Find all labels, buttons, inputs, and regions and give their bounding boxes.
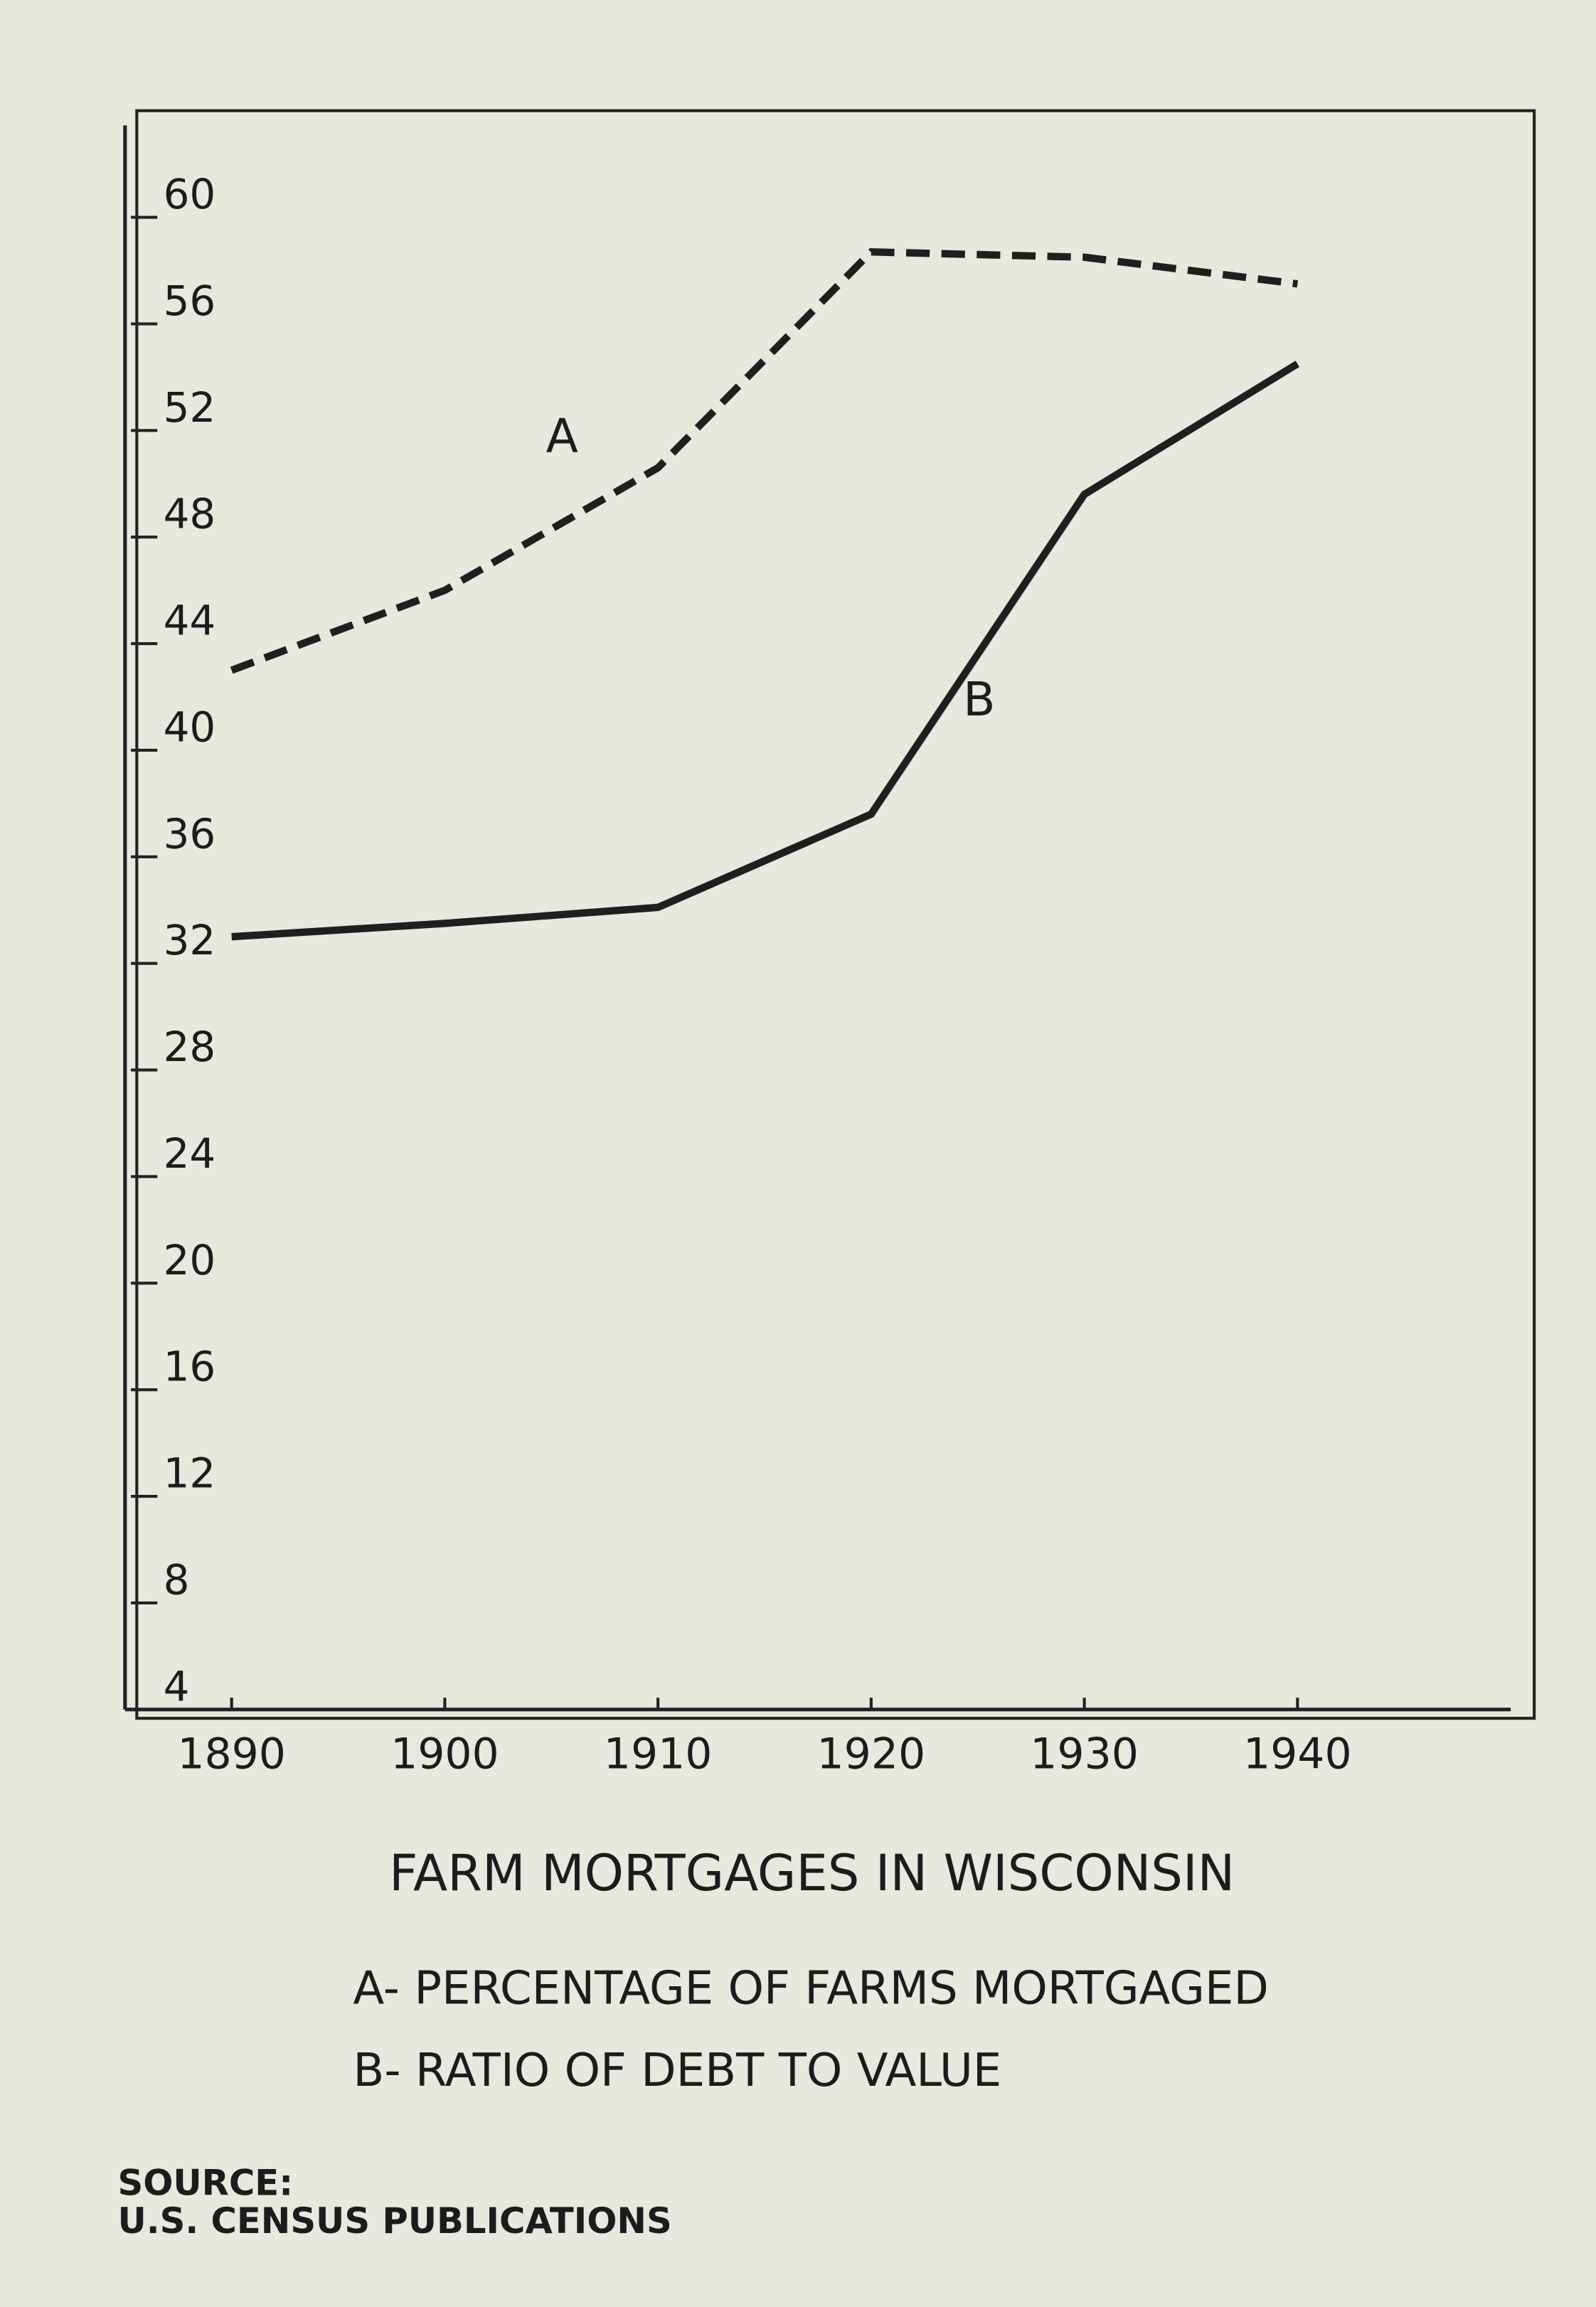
x-tick-label: 1910 <box>604 1730 713 1779</box>
source-label: SOURCE: <box>117 2162 293 2203</box>
y-tick-label: 48 <box>164 490 216 538</box>
series-line <box>231 361 1300 941</box>
series-label: B <box>963 672 995 727</box>
y-tick-label: 44 <box>164 597 216 645</box>
y-tick-label: 24 <box>164 1129 216 1178</box>
y-tick-label: 28 <box>164 1023 216 1071</box>
legend-entry: B- RATIO OF DEBT TO VALUE <box>353 2044 1001 2097</box>
y-tick-label: 32 <box>164 916 216 964</box>
x-tick-label: 1890 <box>177 1730 286 1779</box>
y-tick-label: 40 <box>164 703 216 751</box>
x-tick-label: 1920 <box>817 1730 926 1779</box>
legend-entry: A- PERCENTAGE OF FARMS MORTGAGED <box>353 1961 1268 2015</box>
chart-title: FARM MORTGAGES IN WISCONSIN <box>389 1844 1235 1902</box>
x-tick-label: 1900 <box>390 1730 499 1779</box>
x-tick-label: 1930 <box>1030 1730 1139 1779</box>
series-line <box>230 248 1298 674</box>
y-tick-label: 20 <box>164 1236 216 1284</box>
x-tick-label: 1940 <box>1243 1730 1352 1779</box>
source-text: U.S. CENSUS PUBLICATIONS <box>117 2200 671 2242</box>
plot-frame <box>135 109 1536 1720</box>
y-tick-label: 12 <box>164 1449 216 1498</box>
y-tick-label: 8 <box>164 1555 190 1604</box>
series-label: A <box>546 409 578 464</box>
y-tick-label: 4 <box>164 1662 190 1710</box>
y-tick-label: 16 <box>164 1343 216 1391</box>
y-tick-label: 36 <box>164 809 216 858</box>
y-tick-label: 56 <box>164 277 216 325</box>
y-tick-label: 52 <box>164 383 216 432</box>
y-tick-label: 60 <box>164 170 216 218</box>
